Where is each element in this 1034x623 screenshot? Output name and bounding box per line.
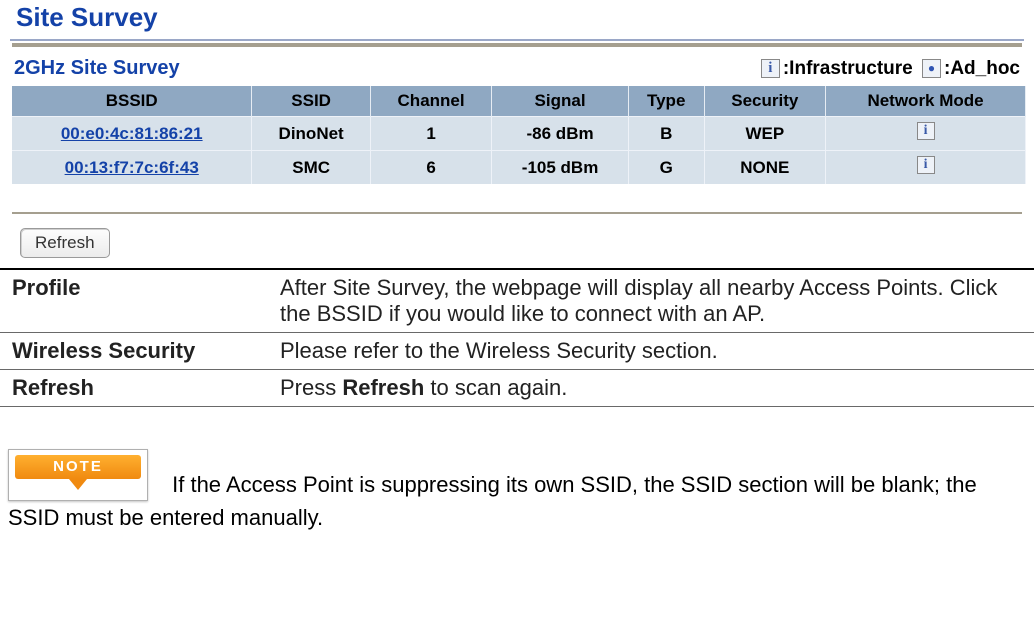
note-paragraph: NOTE If the Access Point is suppressing …	[8, 449, 1026, 534]
definitions-table: Profile After Site Survey, the webpage w…	[0, 270, 1034, 407]
table-row: Profile After Site Survey, the webpage w…	[0, 270, 1034, 333]
col-mode: Network Mode	[826, 86, 1026, 117]
bssid-link[interactable]: 00:e0:4c:81:86:21	[12, 117, 252, 151]
col-signal: Signal	[492, 86, 629, 117]
page-title: Site Survey	[16, 2, 1024, 33]
col-bssid: BSSID	[12, 86, 252, 117]
cell-channel: 1	[370, 117, 491, 151]
text-post: to scan again.	[424, 375, 567, 400]
section-subtitle: 2GHz Site Survey	[14, 57, 180, 80]
def-value: Press Refresh to scan again.	[280, 370, 1034, 407]
cell-ssid: SMC	[252, 151, 370, 185]
def-key: Refresh	[0, 370, 280, 407]
site-survey-screenshot: Site Survey 2GHz Site Survey :Infrastruc…	[10, 2, 1024, 258]
def-key: Profile	[0, 270, 280, 333]
cell-type: G	[628, 151, 704, 185]
cell-signal: -86 dBm	[492, 117, 629, 151]
def-key: Wireless Security	[0, 333, 280, 370]
table-row: 00:e0:4c:81:86:21 DinoNet 1 -86 dBm B WE…	[12, 117, 1026, 151]
infrastructure-icon	[917, 122, 935, 140]
table-row: Refresh Press Refresh to scan again.	[0, 370, 1034, 407]
cell-security: WEP	[704, 117, 826, 151]
infrastructure-icon	[761, 59, 780, 78]
note-text: If the Access Point is suppressing its o…	[8, 472, 977, 530]
col-channel: Channel	[370, 86, 491, 117]
col-security: Security	[704, 86, 826, 117]
cell-security: NONE	[704, 151, 826, 185]
cell-mode	[826, 117, 1026, 151]
table-header-row: BSSID SSID Channel Signal Type Security …	[12, 86, 1026, 117]
cell-ssid: DinoNet	[252, 117, 370, 151]
legend-infra-label: :Infrastructure	[783, 58, 913, 80]
def-value: Please refer to the Wireless Security se…	[280, 333, 1034, 370]
text-bold: Refresh	[342, 375, 424, 400]
note-badge-label: NOTE	[15, 455, 141, 479]
caret-down-icon	[69, 479, 87, 490]
survey-table: BSSID SSID Channel Signal Type Security …	[12, 86, 1026, 184]
col-type: Type	[628, 86, 704, 117]
note-badge: NOTE	[8, 449, 148, 501]
adhoc-icon	[922, 59, 941, 78]
text-pre: Press	[280, 375, 342, 400]
bssid-link[interactable]: 00:13:f7:7c:6f:43	[12, 151, 252, 185]
cell-mode	[826, 151, 1026, 185]
cell-signal: -105 dBm	[492, 151, 629, 185]
divider-double	[12, 43, 1022, 47]
title-underline	[10, 39, 1024, 41]
infrastructure-icon	[917, 156, 935, 174]
refresh-button[interactable]: Refresh	[20, 228, 110, 258]
table-row: Wireless Security Please refer to the Wi…	[0, 333, 1034, 370]
divider-single	[12, 212, 1022, 214]
legend: :Infrastructure :Ad_hoc	[761, 58, 1020, 80]
legend-adhoc-label: :Ad_hoc	[944, 58, 1020, 80]
def-value: After Site Survey, the webpage will disp…	[280, 270, 1034, 333]
table-row: 00:13:f7:7c:6f:43 SMC 6 -105 dBm G NONE	[12, 151, 1026, 185]
col-ssid: SSID	[252, 86, 370, 117]
cell-channel: 6	[370, 151, 491, 185]
cell-type: B	[628, 117, 704, 151]
